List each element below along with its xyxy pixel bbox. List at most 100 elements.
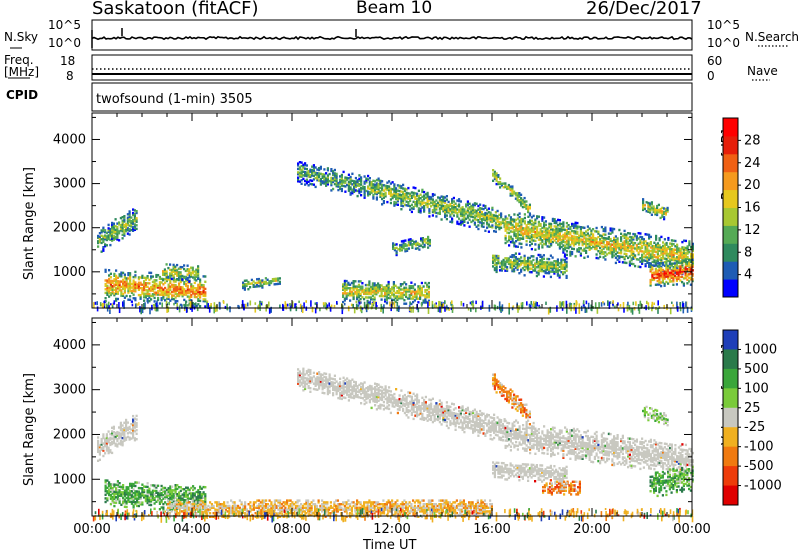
data-cell [482,213,485,216]
colorbar-tick-label: 4 [744,268,752,283]
data-cell [449,204,452,208]
data-cell [289,303,291,307]
data-cell [602,252,605,256]
data-cell [544,223,547,227]
data-cell [521,305,523,310]
data-cell [116,236,119,239]
data-cell [423,206,426,210]
data-cell [133,223,136,226]
data-cell [353,181,356,185]
data-cell [365,189,368,193]
data-cell [491,208,494,211]
data-cell [562,249,565,252]
data-cell [178,291,181,294]
data-cell [179,291,182,294]
data-cell [630,237,633,241]
data-cell [188,276,191,279]
data-cell [114,228,117,231]
data-cell [186,278,189,282]
data-cell [550,228,553,231]
data-cell [193,302,196,306]
data-cell [600,250,603,253]
data-cell [663,252,666,255]
data-cell [440,195,443,198]
data-cell [135,432,138,435]
data-cell [381,183,384,187]
data-cell [496,225,499,229]
data-cell [511,268,514,271]
data-cell [530,226,533,230]
data-cell [195,295,198,299]
data-cell [494,221,497,225]
data-cell [222,301,225,304]
data-cell [361,282,364,285]
data-cell [555,267,558,270]
data-cell [278,280,281,284]
data-cell [428,195,431,199]
data-cell [511,266,514,269]
data-cell [146,294,149,297]
data-cell [535,274,538,278]
data-cell [125,418,128,422]
data-cell [683,257,686,260]
data-cell [148,289,151,292]
data-cell [662,248,665,251]
data-cell [174,289,177,292]
data-cell [520,217,523,221]
data-cell [165,279,168,283]
data-cell [516,213,519,217]
data-cell [342,170,345,174]
data-cell [495,258,498,261]
data-cell [644,264,647,268]
data-cell [447,209,450,212]
data-cell [637,253,640,256]
data-cell [571,240,574,243]
data-cell [588,241,591,244]
data-cell [686,252,689,255]
data-cell [677,259,680,263]
data-cell [332,187,335,191]
data-cell [539,242,542,245]
data-cell [665,254,668,257]
data-cell [649,246,652,249]
data-cell [143,292,146,295]
data-cell [655,307,657,311]
data-cell [509,259,512,262]
data-cell [361,187,364,190]
data-cell [548,240,551,243]
data-cell [256,278,259,281]
data-cell [178,293,181,296]
data-cell [181,274,184,278]
data-cell [146,289,149,292]
data-cell [530,219,533,223]
data-cell [560,265,563,269]
data-cell [623,242,626,245]
data-cell [537,247,540,250]
data-cell [578,248,581,251]
data-cell [520,263,523,266]
data-cell [440,202,443,205]
colorbar-swatch [723,135,738,155]
data-cell [564,253,567,256]
data-cell [333,177,336,180]
data-cell [525,265,528,268]
data-cell [172,265,175,268]
data-cell [102,228,105,231]
data-cell [511,255,514,259]
data-cell [534,234,537,237]
data-cell [132,297,135,300]
data-cell [126,421,129,424]
data-cell [106,290,109,293]
data-cell [513,261,516,264]
data-cell [588,239,591,243]
data-cell [550,244,553,247]
data-cell [423,194,426,197]
data-cell [544,241,547,244]
data-cell [677,254,680,257]
data-cell [527,226,530,229]
data-cell [158,302,161,305]
data-cell [171,296,174,299]
data-cell [470,220,473,224]
data-cell [181,278,184,281]
data-cell [454,207,457,211]
